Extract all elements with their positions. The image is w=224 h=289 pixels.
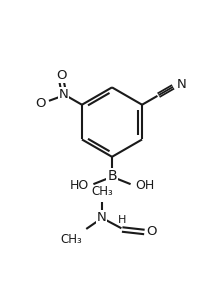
Text: O: O	[56, 69, 67, 82]
Text: H: H	[118, 215, 126, 225]
Text: O: O	[36, 97, 46, 110]
Text: N: N	[97, 211, 107, 224]
Text: HO: HO	[70, 179, 89, 192]
Text: CH₃: CH₃	[60, 233, 82, 246]
Text: N: N	[59, 88, 68, 101]
Text: N: N	[177, 78, 187, 91]
Text: OH: OH	[135, 179, 154, 192]
Text: O: O	[146, 225, 157, 238]
Text: B: B	[107, 169, 117, 183]
Text: CH₃: CH₃	[91, 185, 113, 198]
